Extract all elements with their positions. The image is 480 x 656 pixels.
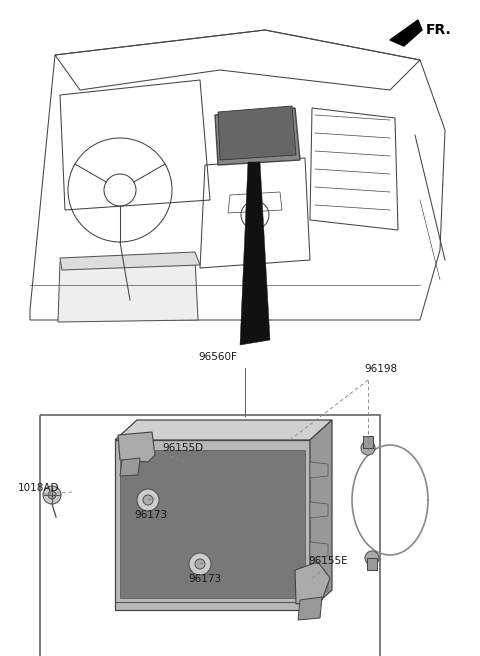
Circle shape (48, 491, 56, 499)
Text: 1018AD: 1018AD (18, 483, 60, 493)
Polygon shape (295, 562, 330, 604)
Text: 96560F: 96560F (199, 352, 238, 362)
Polygon shape (240, 162, 270, 345)
Circle shape (43, 486, 61, 504)
Text: 96173: 96173 (134, 510, 167, 520)
Polygon shape (118, 432, 155, 462)
Text: 96155D: 96155D (162, 443, 203, 453)
Text: 96173: 96173 (188, 574, 221, 584)
Text: 96198: 96198 (364, 364, 397, 374)
Polygon shape (310, 577, 328, 593)
Polygon shape (120, 450, 305, 598)
Polygon shape (310, 420, 332, 610)
Circle shape (143, 495, 153, 505)
Text: FR.: FR. (426, 23, 452, 37)
Polygon shape (390, 20, 422, 46)
Polygon shape (115, 440, 310, 610)
Text: 96155E: 96155E (308, 556, 348, 566)
Polygon shape (120, 458, 140, 476)
Circle shape (365, 551, 379, 565)
Polygon shape (218, 106, 296, 160)
Circle shape (195, 559, 205, 569)
Polygon shape (310, 542, 328, 558)
Polygon shape (115, 420, 332, 440)
Polygon shape (310, 462, 328, 478)
Polygon shape (58, 258, 198, 322)
Polygon shape (298, 597, 322, 620)
Polygon shape (215, 108, 300, 165)
Bar (367, 558, 377, 570)
Polygon shape (60, 252, 200, 270)
Circle shape (361, 441, 375, 455)
Bar (363, 436, 373, 448)
Circle shape (189, 553, 211, 575)
Bar (40, 415, 380, 656)
Circle shape (137, 489, 159, 511)
Polygon shape (310, 502, 328, 518)
